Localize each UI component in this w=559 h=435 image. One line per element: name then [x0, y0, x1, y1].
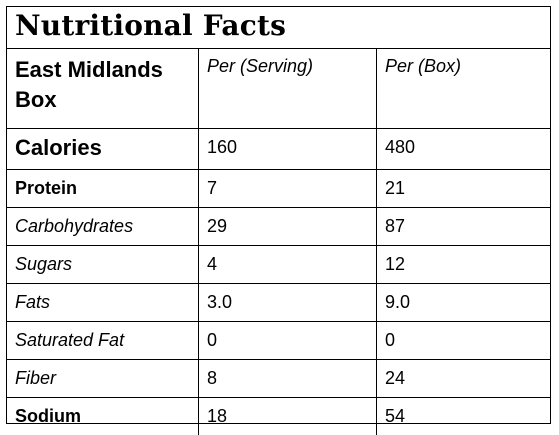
row-box-value: 480	[385, 137, 416, 157]
table-title: Nutritional Facts	[7, 7, 550, 49]
row-label-sodium: Sodium	[7, 398, 199, 435]
row-serving-value: 7	[199, 170, 377, 207]
header-item: East Midlands Box	[7, 49, 199, 128]
table-row: Carbohydrates 29 87	[7, 208, 550, 246]
row-serving-value: 8	[199, 360, 377, 397]
row-label-protein: Protein	[7, 170, 199, 207]
row-serving-value: 0	[199, 322, 377, 359]
row-label-fats: Fats	[7, 284, 199, 321]
table-row: Fats 3.0 9.0	[7, 284, 550, 322]
table-row: Calories 160 480	[7, 129, 550, 170]
row-box-value: 12	[385, 254, 406, 274]
header-per-serving: Per (Serving)	[199, 49, 377, 128]
table-row: Sugars 4 12	[7, 246, 550, 284]
row-box-value: 0	[385, 330, 396, 350]
row-label-saturated-fat: Saturated Fat	[7, 322, 199, 359]
row-label-calories: Calories	[7, 129, 199, 169]
row-serving-value: 18	[199, 398, 377, 435]
table-row: Protein 7 21	[7, 170, 550, 208]
row-serving-value: 160	[199, 129, 377, 169]
row-label-fiber: Fiber	[7, 360, 199, 397]
row-serving-value: 4	[199, 246, 377, 283]
table-row: Sodium 18 54	[7, 398, 550, 435]
row-box-value: 9.0	[385, 292, 411, 312]
row-label-sugars: Sugars	[7, 246, 199, 283]
header-per-box: Per (Box)	[385, 56, 462, 76]
row-box-value: 87	[385, 216, 406, 236]
row-box-value: 24	[385, 368, 406, 388]
row-box-value: 54	[385, 406, 406, 426]
nutrition-table: Nutritional Facts East Midlands Box Per …	[6, 6, 551, 435]
row-serving-value: 29	[199, 208, 377, 245]
table-row: Fiber 8 24	[7, 360, 550, 398]
row-label-carbohydrates: Carbohydrates	[7, 208, 199, 245]
row-box-value: 21	[385, 178, 406, 198]
table-row: Saturated Fat 0 0	[7, 322, 550, 360]
header-row: East Midlands Box Per (Serving) Per (Box…	[7, 49, 550, 129]
row-serving-value: 3.0	[199, 284, 377, 321]
